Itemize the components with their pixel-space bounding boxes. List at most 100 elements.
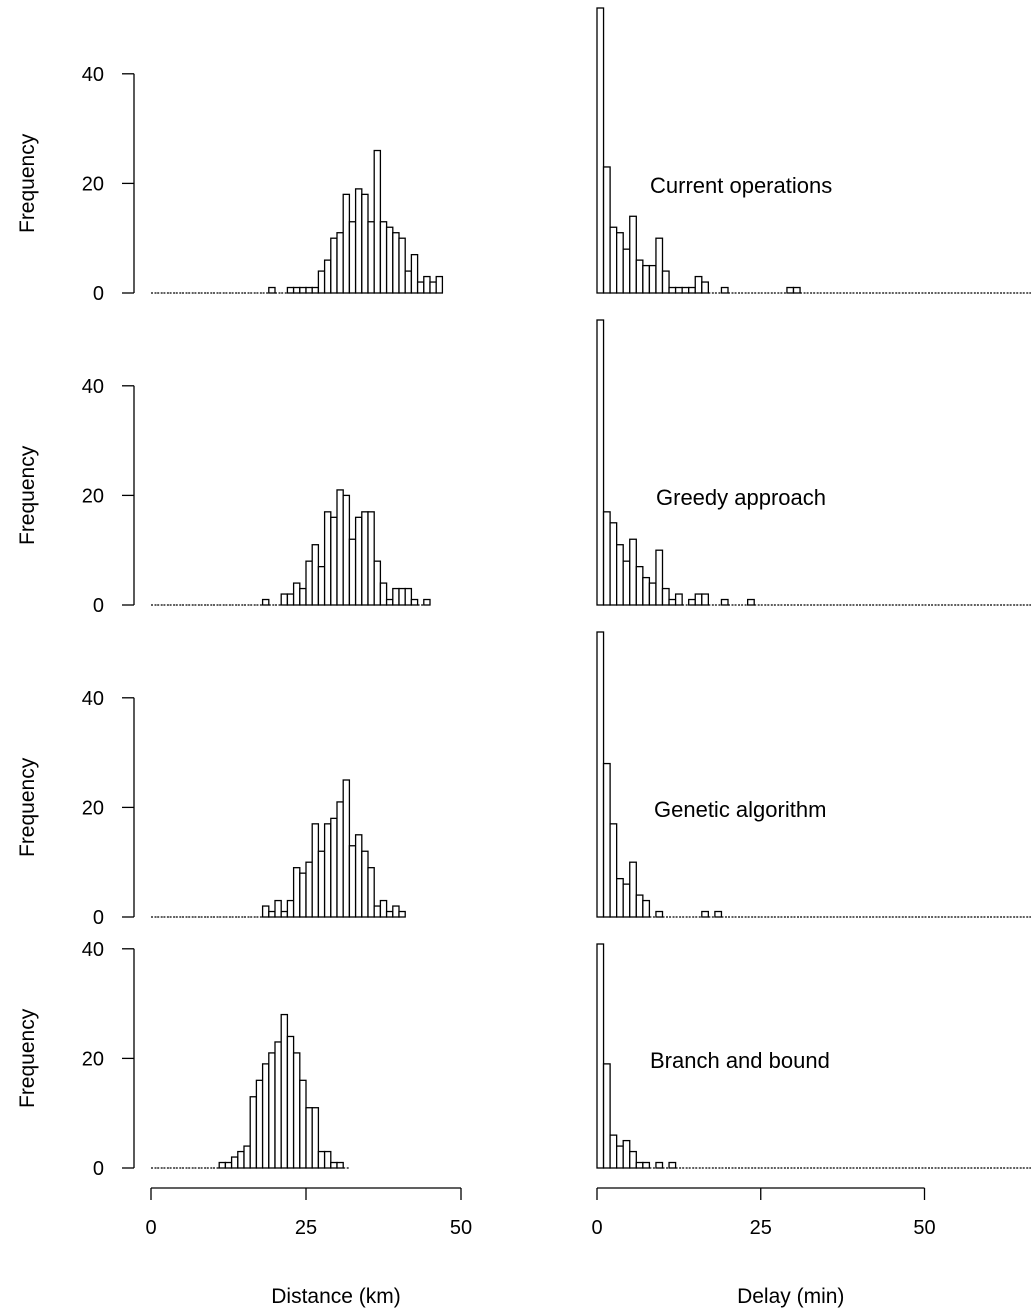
- bar: [747, 598, 755, 606]
- bar: [323, 1150, 332, 1169]
- panel-delay-1: Greedy approach: [596, 319, 1031, 606]
- bar: [385, 910, 394, 918]
- bar: [398, 237, 406, 294]
- bar: [392, 905, 400, 918]
- bar: [648, 264, 657, 294]
- bar: [648, 582, 657, 606]
- panel-label: Current operations: [650, 173, 832, 198]
- x-tick-label: 50: [450, 1217, 472, 1239]
- bar: [609, 823, 618, 918]
- bar: [392, 232, 400, 294]
- bar: [609, 522, 618, 606]
- panel-delay-0: Current operations: [596, 7, 1031, 294]
- bar: [423, 275, 431, 294]
- bar: [602, 511, 611, 606]
- bar: [311, 286, 320, 294]
- bar: [596, 319, 605, 606]
- bar: [622, 1139, 631, 1169]
- bar: [261, 905, 270, 918]
- bar: [348, 221, 357, 294]
- bar: [622, 248, 631, 294]
- bar: [342, 779, 351, 918]
- bar: [330, 817, 338, 918]
- bar: [596, 943, 605, 1169]
- bar: [336, 1161, 344, 1169]
- bar: [224, 1161, 233, 1169]
- bar: [299, 1079, 307, 1169]
- y-axis-title: Frequency: [16, 445, 39, 545]
- bar: [330, 1161, 338, 1169]
- panel-label: Greedy approach: [656, 485, 826, 510]
- bar: [274, 1041, 282, 1169]
- bar: [398, 587, 406, 606]
- bar: [616, 232, 624, 294]
- bar: [280, 910, 289, 918]
- x-tick-label: 50: [913, 1217, 935, 1239]
- panel-delay-3: Branch and bound: [596, 943, 1031, 1169]
- y-tick-label: 40: [82, 376, 104, 398]
- y-axis-title: Frequency: [16, 1008, 39, 1108]
- bar: [292, 1052, 301, 1169]
- bar: [305, 1107, 313, 1169]
- bar: [616, 544, 624, 606]
- bar: [261, 1063, 270, 1169]
- bar: [342, 494, 351, 606]
- bar: [292, 286, 301, 294]
- bar: [622, 560, 631, 606]
- x-tick-label: 0: [591, 1217, 602, 1239]
- bar: [404, 587, 413, 606]
- bar: [642, 1161, 651, 1169]
- bar: [379, 221, 388, 294]
- bar: [330, 237, 338, 294]
- bar: [410, 253, 419, 294]
- bar: [416, 281, 425, 294]
- bar: [268, 1052, 276, 1169]
- y-tick-label: 20: [82, 485, 104, 507]
- bar: [367, 221, 375, 294]
- bar: [642, 899, 651, 918]
- bar: [429, 281, 437, 294]
- y-tick-label: 0: [93, 1158, 104, 1180]
- x-tick-label: 25: [750, 1217, 772, 1239]
- bar: [299, 286, 307, 294]
- bar: [274, 899, 282, 918]
- panel-distance-0: 0 20 40 Frequency: [16, 64, 444, 305]
- bar: [379, 582, 388, 606]
- bottom-axes: 0 25 50 Distance (km) 0 25 50 Delay (min): [145, 1187, 936, 1308]
- bar: [255, 1079, 264, 1169]
- bar: [299, 587, 307, 606]
- bar: [701, 281, 709, 294]
- bar: [342, 193, 351, 294]
- bar: [237, 1150, 245, 1169]
- bar: [379, 899, 388, 918]
- bar: [317, 270, 326, 294]
- bar: [661, 587, 670, 606]
- bar: [642, 576, 651, 606]
- bar: [286, 286, 295, 294]
- bar: [694, 275, 703, 294]
- panel-label: Genetic algorithm: [654, 797, 826, 822]
- panel-label: Branch and bound: [650, 1048, 830, 1073]
- bar: [323, 511, 332, 606]
- bar: [243, 1145, 251, 1169]
- bar: [616, 877, 624, 918]
- bar: [336, 489, 344, 606]
- bar: [635, 259, 644, 294]
- bar: [361, 850, 369, 918]
- panels: 0 20 40 Frequency Current operations 0 20 40 Fre…: [16, 7, 1031, 1180]
- bar: [596, 7, 605, 294]
- bar: [629, 538, 637, 606]
- bar: [701, 910, 709, 918]
- bar: [674, 593, 683, 606]
- y-axis: 0 20 40 Frequency: [16, 376, 135, 617]
- bar: [230, 1156, 239, 1169]
- bar: [609, 1134, 618, 1169]
- bar: [317, 1150, 326, 1169]
- y-tick-label: 40: [82, 688, 104, 710]
- bar: [602, 166, 611, 294]
- bar: [323, 259, 332, 294]
- y-axis-title: Frequency: [16, 757, 39, 857]
- bar: [354, 188, 363, 294]
- bar: [286, 1035, 295, 1169]
- bar: [616, 1145, 624, 1169]
